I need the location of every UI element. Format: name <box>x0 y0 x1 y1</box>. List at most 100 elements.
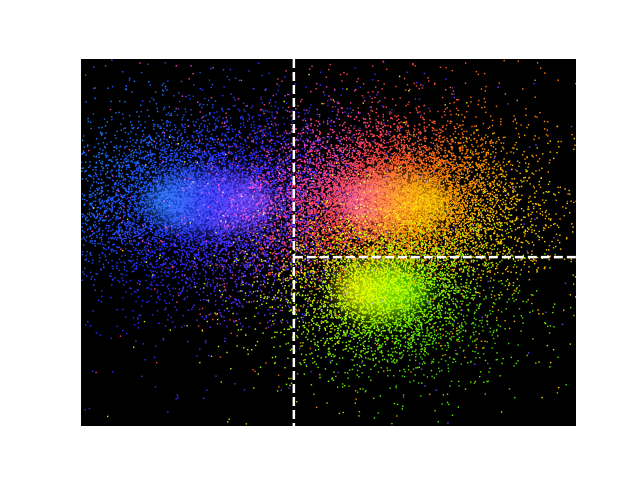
scatter-point <box>197 149 198 150</box>
scatter-point <box>90 197 91 198</box>
scatter-point <box>137 208 138 209</box>
scatter-point <box>248 114 249 115</box>
scatter-point <box>105 207 106 208</box>
scatter-point <box>87 118 88 119</box>
scatter-point <box>119 150 120 151</box>
scatter-point <box>314 250 315 251</box>
scatter-point <box>184 127 185 128</box>
scatter-point <box>224 157 225 158</box>
scatter-point <box>224 273 225 274</box>
scatter-point <box>136 269 137 270</box>
scatter-point <box>158 296 159 297</box>
scatter-point <box>107 168 108 169</box>
scatter-point <box>386 142 387 143</box>
scatter-point <box>185 96 186 97</box>
scatter-point <box>260 289 261 290</box>
scatter-point <box>251 137 252 138</box>
scatter-point <box>264 314 265 315</box>
scatter-point <box>279 212 280 213</box>
scatter-point <box>125 194 126 195</box>
scatter-point <box>179 250 180 251</box>
scatter-point <box>97 215 98 216</box>
scatter-point <box>214 112 215 113</box>
scatter-point <box>190 109 191 110</box>
scatter-point <box>220 126 221 127</box>
scatter-point <box>151 276 152 277</box>
scatter-point <box>283 150 284 151</box>
scatter-point <box>183 114 184 115</box>
scatter-point <box>335 181 336 182</box>
scatter-point <box>275 256 276 257</box>
scatter-point <box>218 240 219 241</box>
scatter-point <box>96 237 97 238</box>
scatter-point <box>89 203 90 204</box>
scatter-point <box>278 85 279 86</box>
scatter-point <box>236 262 237 263</box>
scatter-point <box>236 154 237 155</box>
scatter-point <box>277 268 278 269</box>
scatter-point <box>144 217 145 218</box>
scatter-point <box>108 164 109 165</box>
scatter-point <box>182 126 183 127</box>
scatter-point <box>159 238 160 239</box>
scatter-point <box>176 268 177 269</box>
scatter-point <box>283 162 284 163</box>
scatter-point <box>202 89 203 90</box>
scatter-point <box>383 122 384 123</box>
scatter-point <box>260 168 261 169</box>
scatter-point <box>190 155 191 156</box>
scatter-point <box>157 237 158 238</box>
scatter-point <box>201 260 202 261</box>
scatter-point <box>111 338 112 339</box>
scatter-point <box>98 179 99 180</box>
scatter-point <box>294 83 295 84</box>
scatter-point <box>134 324 135 325</box>
scatter-point <box>116 262 117 263</box>
scatter-point <box>310 230 311 231</box>
scatter-point <box>277 224 278 225</box>
scatter-point <box>176 156 177 157</box>
scatter-point <box>203 398 204 399</box>
scatter-point <box>89 236 90 237</box>
scatter-point <box>256 295 257 296</box>
scatter-point <box>230 164 231 165</box>
scatter-point <box>98 199 99 200</box>
scatter-point <box>139 210 140 211</box>
scatter-point <box>143 167 144 168</box>
scatter-point <box>95 172 96 173</box>
scatter-point <box>291 173 292 174</box>
scatter-point <box>192 152 193 153</box>
scatter-point <box>91 279 92 280</box>
scatter-point <box>135 291 136 292</box>
scatter-point <box>262 179 263 180</box>
scatter-point <box>119 167 120 168</box>
scatter-point <box>332 111 333 112</box>
scatter-point <box>475 271 476 272</box>
scatter-point <box>202 258 203 259</box>
scatter-point <box>257 266 258 267</box>
scatter-point <box>118 224 119 225</box>
scatter-point <box>198 156 199 157</box>
scatter-point <box>102 150 103 151</box>
scatter-point <box>166 154 167 155</box>
scatter-point <box>325 145 326 146</box>
scatter-point <box>127 191 128 192</box>
scatter-point <box>193 96 194 97</box>
scatter-point <box>162 253 163 254</box>
scatter-point <box>125 316 126 317</box>
scatter-point <box>277 279 278 280</box>
scatter-point <box>243 147 244 148</box>
scatter-point <box>212 168 213 169</box>
scatter-point <box>122 71 123 72</box>
scatter-point <box>213 161 214 162</box>
scatter-point <box>203 247 204 248</box>
scatter-point <box>108 247 109 248</box>
scatter-point <box>151 296 152 297</box>
scatter-point <box>178 249 179 250</box>
scatter-point <box>114 186 115 187</box>
scatter-point <box>180 292 181 293</box>
scatter-point <box>126 270 127 271</box>
scatter-point <box>223 300 224 301</box>
scatter-point <box>239 229 240 230</box>
scatter-point <box>240 146 241 147</box>
